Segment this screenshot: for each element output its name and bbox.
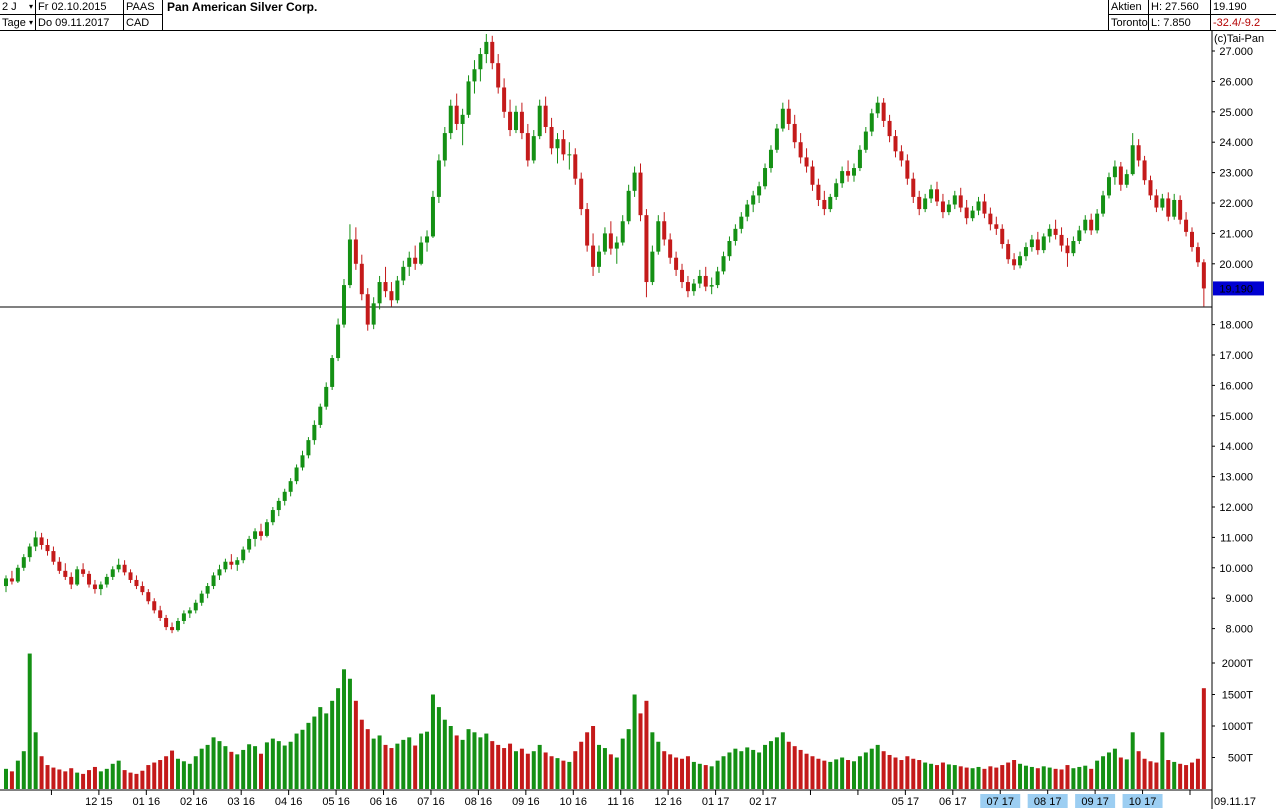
svg-text:11.000: 11.000 <box>1220 532 1253 544</box>
copyright-label: (c)Tai-Pan <box>1214 33 1264 45</box>
svg-text:26.000: 26.000 <box>1219 76 1253 88</box>
last-price-label: 19.190 <box>1210 0 1276 15</box>
svg-text:21.000: 21.000 <box>1219 228 1253 240</box>
svg-text:20.000: 20.000 <box>1219 259 1253 271</box>
svg-text:10.000: 10.000 <box>1219 563 1253 575</box>
candlestick-series <box>4 33 1206 634</box>
svg-text:03 16: 03 16 <box>227 796 255 808</box>
period-high-label: H: 27.560 <box>1148 0 1210 15</box>
svg-text:11 16: 11 16 <box>607 796 634 808</box>
price-axis-labels: 27.000 26.000 25.000 24.000 23.000 22.000 21.0… <box>1212 46 1253 636</box>
exchange-label: Toronto <box>1108 15 1148 30</box>
svg-text:24.000: 24.000 <box>1219 137 1253 149</box>
market-type-label: Aktien <box>1108 0 1148 15</box>
svg-text:8.000: 8.000 <box>1225 624 1253 636</box>
volume-series <box>4 653 1206 789</box>
svg-text:15.000: 15.000 <box>1219 411 1253 423</box>
currency-label: CAD <box>124 15 163 30</box>
last-price-marker: 19.190 <box>1213 281 1264 296</box>
svg-text:06 17: 06 17 <box>939 796 967 808</box>
period-low-label: L: 7.850 <box>1148 15 1210 30</box>
svg-text:10 16: 10 16 <box>560 796 588 808</box>
svg-text:01 17: 01 17 <box>702 796 730 808</box>
svg-text:02 16: 02 16 <box>180 796 208 808</box>
svg-text:19.190: 19.190 <box>1219 283 1253 295</box>
svg-text:13.000: 13.000 <box>1219 472 1253 484</box>
svg-text:05 16: 05 16 <box>322 796 350 808</box>
svg-text:12.000: 12.000 <box>1219 502 1253 514</box>
start-date-label: Fr 02.10.2015 <box>38 1 107 13</box>
end-date-label: Do 09.11.2017 <box>38 16 110 29</box>
chevron-down-icon: ▾ <box>28 2 33 11</box>
range-select[interactable]: 2 J ▾ <box>0 0 36 15</box>
end-date-field[interactable]: Do 09.11.2017 <box>36 15 124 30</box>
svg-text:09.11.17: 09.11.17 <box>1214 796 1256 808</box>
header-right-info: Aktien H: 27.560 19.190 Toronto L: 7.850… <box>1108 0 1276 30</box>
period-label: Tage <box>2 16 26 29</box>
svg-text:18.000: 18.000 <box>1219 320 1253 332</box>
svg-text:12 16: 12 16 <box>654 796 682 808</box>
chart-header: 2 J ▾ Fr 02.10.2015 PAAS Tage ▾ Do 09.11… <box>0 0 1276 31</box>
svg-text:(c)Tai-Pan: (c)Tai-Pan <box>1214 33 1264 45</box>
svg-text:06 16: 06 16 <box>370 796 398 808</box>
svg-text:08 16: 08 16 <box>465 796 493 808</box>
svg-text:07 17: 07 17 <box>986 796 1014 808</box>
svg-text:08 17: 08 17 <box>1034 796 1062 808</box>
volume-axis-labels: 2000T 1500T 1000T 500T <box>1212 658 1253 765</box>
change-percent-label: -32.4/-9.2 <box>1210 15 1276 30</box>
start-date-field[interactable]: Fr 02.10.2015 <box>36 0 124 15</box>
svg-text:1500T: 1500T <box>1222 690 1253 702</box>
svg-text:10 17: 10 17 <box>1129 796 1157 808</box>
svg-text:500T: 500T <box>1228 753 1253 765</box>
svg-text:25.000: 25.000 <box>1219 107 1253 119</box>
svg-text:2000T: 2000T <box>1222 658 1253 670</box>
svg-text:09 16: 09 16 <box>512 796 540 808</box>
svg-text:9.000: 9.000 <box>1225 593 1253 605</box>
header-left-controls: 2 J ▾ Fr 02.10.2015 PAAS Tage ▾ Do 09.11… <box>0 0 163 30</box>
x-axis-labels: 12 15 01 16 02 16 03 16 04 16 05 16 06 16 07 16… <box>0 789 1256 808</box>
svg-text:01 16: 01 16 <box>133 796 161 808</box>
svg-text:12 15: 12 15 <box>85 796 113 808</box>
instrument-title: Pan American Silver Corp. <box>167 0 318 14</box>
svg-text:09 17: 09 17 <box>1081 796 1109 808</box>
svg-text:14.000: 14.000 <box>1219 441 1253 453</box>
svg-text:23.000: 23.000 <box>1219 168 1253 180</box>
svg-text:04 16: 04 16 <box>275 796 303 808</box>
svg-text:22.000: 22.000 <box>1219 198 1253 210</box>
svg-text:17.000: 17.000 <box>1219 350 1253 362</box>
range-label: 2 J <box>2 1 17 13</box>
svg-text:02 17: 02 17 <box>749 796 777 808</box>
chevron-down-icon: ▾ <box>28 17 33 27</box>
svg-text:07 16: 07 16 <box>417 796 445 808</box>
svg-text:27.000: 27.000 <box>1219 46 1253 58</box>
svg-text:1000T: 1000T <box>1222 721 1253 733</box>
svg-text:05 17: 05 17 <box>892 796 920 808</box>
symbol-label: PAAS <box>124 0 163 15</box>
svg-text:16.000: 16.000 <box>1219 380 1253 392</box>
period-select[interactable]: Tage ▾ <box>0 15 36 30</box>
